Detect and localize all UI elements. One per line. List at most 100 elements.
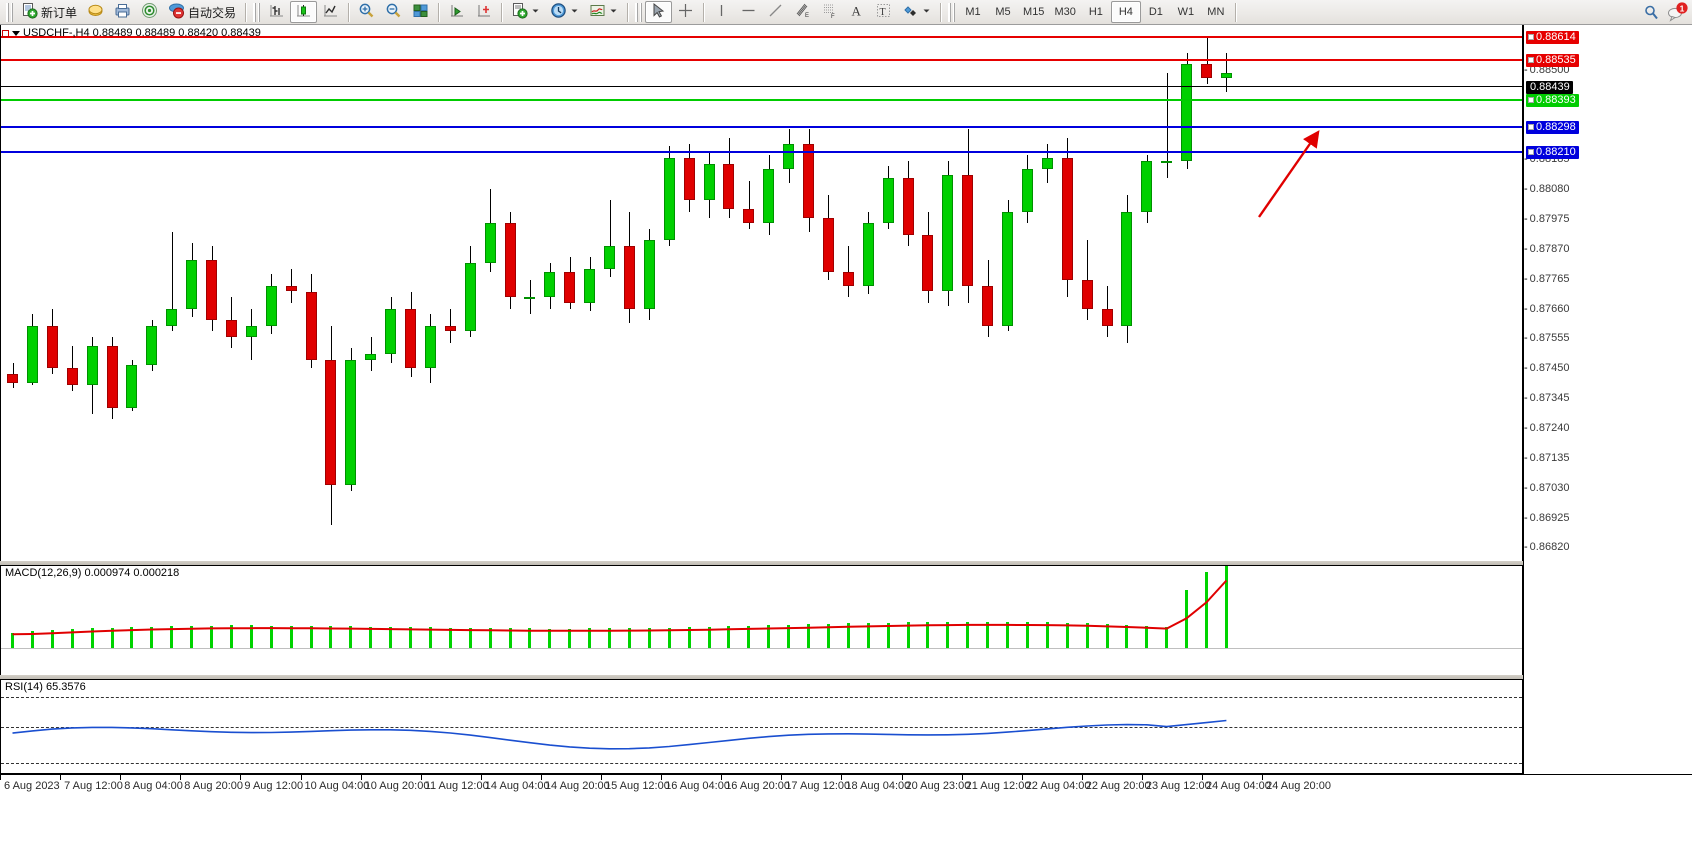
new-order-button[interactable]: 新订单	[16, 1, 82, 23]
level-handle-icon[interactable]	[1528, 124, 1534, 131]
candle-body	[424, 325, 436, 369]
candle-body	[803, 143, 814, 218]
price-level-label-0.88298[interactable]: 0.88298	[1526, 121, 1579, 135]
main-toolbar[interactable]: 新订单	[0, 0, 1692, 25]
chevron-down-icon-symbol[interactable]	[12, 30, 20, 36]
timeframe-w1[interactable]: W1	[1177, 6, 1195, 18]
price-level-label-0.88439[interactable]: 0.88439	[1526, 81, 1573, 94]
alerts-button[interactable]: 1	[1667, 2, 1688, 22]
level-handle-icon[interactable]	[1528, 149, 1534, 156]
shapes-button[interactable]	[897, 1, 936, 23]
macd-bar	[30, 631, 34, 648]
candle-body	[763, 169, 775, 224]
candle-body	[982, 285, 994, 326]
line-chart-button[interactable]	[317, 1, 344, 23]
indicators-button[interactable]	[506, 1, 545, 23]
profile-icon	[87, 2, 104, 22]
toolbar-grip-2[interactable]	[253, 2, 261, 22]
crosshair-button[interactable]	[672, 1, 699, 23]
pane-divider-1[interactable]	[0, 561, 1523, 565]
alerts-count: 1	[1680, 4, 1685, 14]
candle-body	[46, 325, 58, 369]
bar-chart-button[interactable]	[263, 1, 290, 23]
toolbar-grip-3[interactable]	[635, 2, 643, 22]
templates-button[interactable]	[584, 1, 623, 23]
price-scale[interactable]: 0.885000.881850.880800.879750.878700.877…	[1523, 25, 1692, 774]
toolbar-separator	[245, 2, 247, 22]
timeframe-m5[interactable]: M5	[995, 6, 1011, 18]
timeframe-m30[interactable]: M30	[1054, 6, 1076, 18]
timeframe-m1[interactable]: M1	[965, 6, 981, 18]
price-level-label-0.88210[interactable]: 0.88210	[1526, 146, 1579, 160]
rsi-overbought-band	[1, 697, 1522, 698]
line-chart-icon	[322, 2, 339, 22]
timeframe-mn[interactable]: MN	[1207, 6, 1225, 18]
macd-bar	[1045, 622, 1049, 648]
cursor-button[interactable]	[645, 1, 673, 23]
price-level-label-0.88535[interactable]: 0.88535	[1526, 53, 1579, 67]
chevron-down-icon[interactable]	[531, 6, 540, 18]
chevron-down-icon-2[interactable]	[570, 6, 579, 18]
level-handle-icon[interactable]	[1528, 97, 1534, 104]
chart-area[interactable]: USDCHF-,H4 0.88489 0.88489 0.88420 0.884…	[0, 25, 1692, 855]
toolbar-grip[interactable]	[6, 2, 13, 22]
pane-divider-2[interactable]	[0, 675, 1523, 679]
time-tick	[1141, 774, 1143, 780]
zoom-in-button[interactable]	[353, 1, 380, 23]
timeframe-group[interactable]: M1 M5 M15 M30 H1 H4 D1 W1 MN	[958, 1, 1231, 23]
candlestick-chart-button[interactable]	[290, 1, 318, 23]
macd-bar	[826, 623, 830, 648]
macd-bar	[727, 626, 731, 648]
bullish-up-arrow-annotation[interactable]	[1256, 125, 1331, 220]
symbol-header[interactable]: USDCHF-,H4 0.88489 0.88489 0.88420 0.884…	[2, 27, 261, 39]
auto-trading-button[interactable]: 自动交易	[163, 1, 241, 23]
price-tick: 0.87660	[1524, 303, 1570, 315]
toolbar-separator-3	[438, 2, 440, 22]
rsi-pane[interactable]: RSI(14) 65.3576	[0, 679, 1523, 774]
period-button[interactable]	[545, 1, 584, 23]
timeframe-d1[interactable]: D1	[1148, 6, 1163, 18]
macd-bar	[926, 622, 930, 648]
trendline-button[interactable]	[762, 1, 789, 23]
price-level-label-0.88393[interactable]: 0.88393	[1526, 94, 1579, 108]
price-level-line-0.88298[interactable]	[1, 126, 1522, 129]
chart-shift-button[interactable]	[470, 1, 497, 23]
level-handle-icon[interactable]	[1528, 34, 1534, 41]
period-icon	[550, 2, 567, 22]
tile-windows-button[interactable]	[407, 1, 434, 23]
timeframe-h4[interactable]: H4	[1110, 1, 1141, 23]
price-level-line-0.88210[interactable]	[1, 151, 1522, 154]
auto-scroll-button[interactable]	[443, 1, 470, 23]
timeframe-m15[interactable]: M15	[1023, 6, 1045, 18]
toolbar-grip-4[interactable]	[948, 2, 956, 22]
macd-bar	[130, 627, 134, 648]
price-level-line-0.88535[interactable]	[1, 58, 1522, 61]
candle-body	[305, 291, 317, 360]
text-label-button[interactable]: T	[870, 1, 897, 23]
price-pane[interactable]	[0, 25, 1523, 562]
search-button[interactable]	[1643, 4, 1660, 24]
price-level-label-0.88614[interactable]: 0.88614	[1526, 31, 1579, 45]
chevron-down-icon-4[interactable]	[922, 6, 931, 18]
fibonacci-button[interactable]: F	[816, 1, 843, 23]
vertical-line-button[interactable]	[708, 1, 735, 23]
price-level-line-0.88614[interactable]	[1, 36, 1522, 39]
macd-pane[interactable]: MACD(12,26,9) 0.000974 0.000218	[0, 565, 1523, 677]
timeframe-h1[interactable]: H1	[1088, 6, 1103, 18]
chevron-down-icon-3[interactable]	[609, 6, 618, 18]
price-level-value: 0.88393	[1536, 94, 1576, 107]
time-axis[interactable]: 6 Aug 2023 7 Aug 12:00 8 Aug 04:00 8 Aug 20…	[0, 774, 1692, 804]
level-handle-icon[interactable]	[1528, 56, 1534, 63]
zoom-out-button[interactable]	[380, 1, 407, 23]
horizontal-line-button[interactable]	[735, 1, 762, 23]
price-level-line-0.88393[interactable]	[1, 99, 1522, 102]
broadcast-button[interactable]	[136, 1, 163, 23]
trendline-icon	[767, 2, 784, 22]
price-level-value: 0.88210	[1536, 146, 1576, 159]
price-tick: 0.87765	[1524, 273, 1570, 285]
equidistant-channel-button[interactable]: E	[789, 1, 816, 23]
broadcast-icon	[141, 2, 158, 22]
print-button[interactable]	[109, 1, 136, 23]
text-button[interactable]: A	[843, 1, 870, 23]
profile-button[interactable]	[82, 1, 109, 23]
